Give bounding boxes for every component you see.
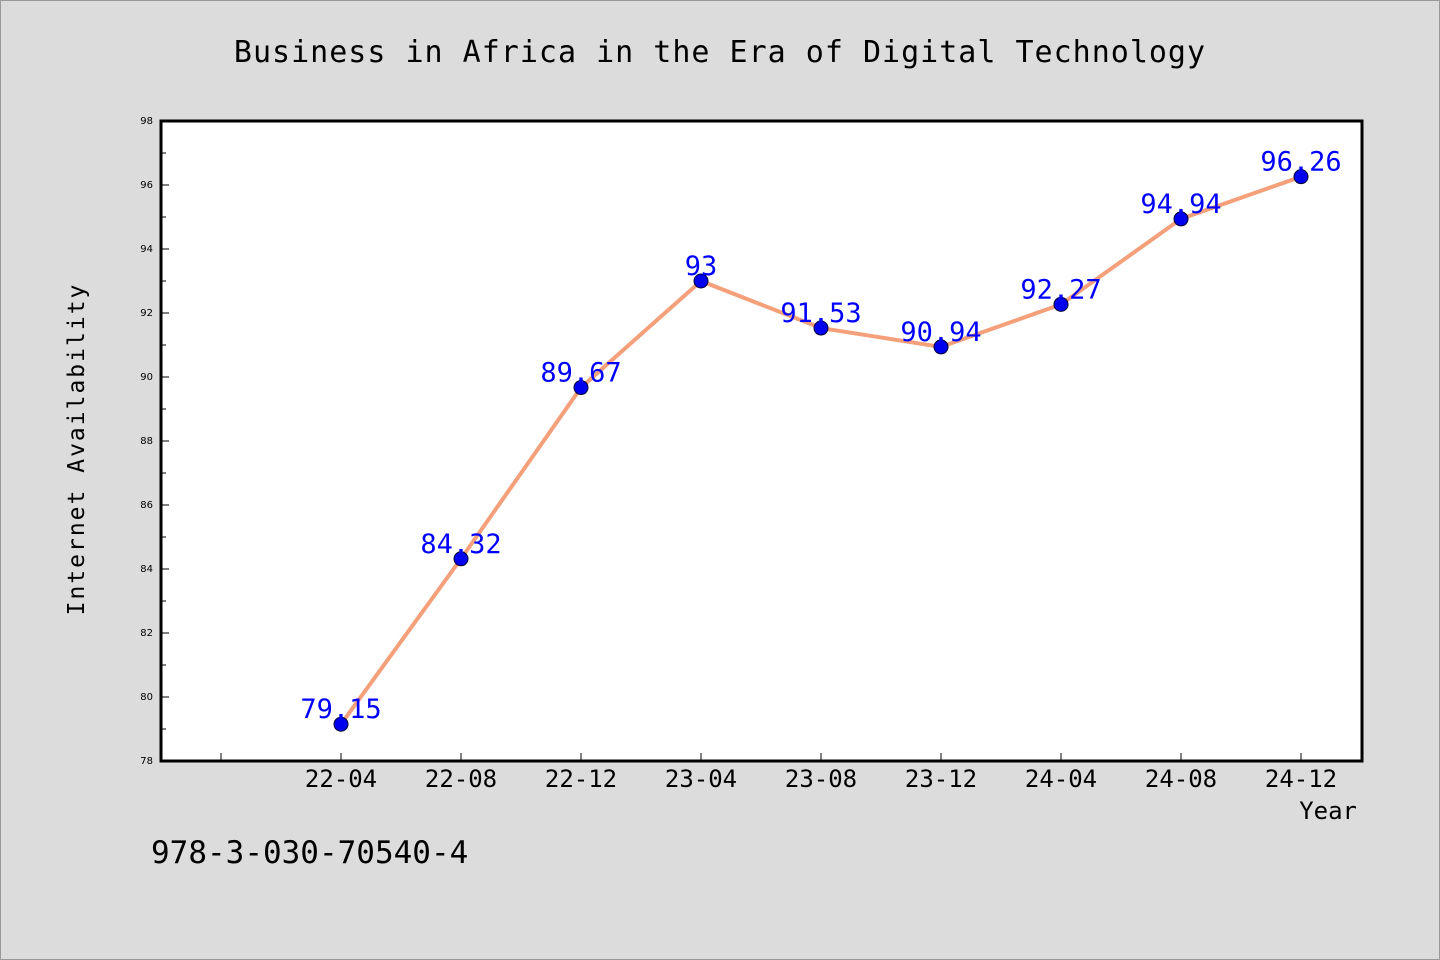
data-label: 89.67	[540, 358, 621, 389]
data-label: 79.15	[300, 694, 381, 725]
series-markers	[333, 169, 1309, 732]
y-tick-label: 78	[140, 756, 153, 767]
data-label: 84.32	[420, 529, 501, 560]
axis-ticks: 78 80 82 84 86 88 90 92 94 96 98 22-04 22-08 22-12 23-…	[140, 116, 1337, 793]
y-tick-label: 98	[140, 116, 153, 127]
x-tick-label: 24-08	[1145, 765, 1217, 793]
data-point	[453, 551, 469, 567]
data-label: 96.26	[1260, 147, 1341, 178]
data-point	[1053, 296, 1069, 312]
data-point	[693, 273, 709, 289]
y-tick-label: 86	[140, 500, 153, 511]
data-point	[333, 716, 349, 732]
footer-isbn: 978-3-030-70540-4	[151, 835, 469, 871]
data-label: 93	[685, 251, 718, 282]
x-tick-label: 24-12	[1265, 765, 1337, 793]
data-point	[813, 320, 829, 336]
data-label: 94.94	[1140, 189, 1221, 220]
x-tick-label: 22-12	[545, 765, 617, 793]
x-tick-label: 23-08	[785, 765, 857, 793]
x-tick-label: 22-08	[425, 765, 497, 793]
y-tick-label: 96	[140, 180, 153, 191]
y-tick-label: 90	[140, 372, 153, 383]
x-tick-label: 24-04	[1025, 765, 1097, 793]
data-point	[1173, 211, 1189, 227]
data-point	[1293, 169, 1309, 185]
y-tick-label: 88	[140, 436, 153, 447]
data-labels: 79.15 84.32 89.67 93 91.53 90.94 92.27 94.94 96.…	[300, 147, 1341, 726]
x-axis-label: Year	[1299, 797, 1357, 825]
x-tick-label: 23-04	[665, 765, 737, 793]
chart-title: Business in Africa in the Era of Digital…	[233, 35, 1207, 70]
data-point	[573, 380, 589, 396]
plot-area	[161, 121, 1362, 761]
y-tick-label: 84	[140, 564, 153, 575]
y-tick-label: 94	[140, 244, 153, 255]
x-tick-label: 22-04	[305, 765, 377, 793]
data-point	[933, 339, 949, 355]
y-tick-label: 92	[140, 308, 153, 319]
y-tick-label: 80	[140, 692, 153, 703]
data-label: 90.94	[900, 317, 981, 348]
y-tick-label: 82	[140, 628, 153, 639]
data-label: 92.27	[1020, 274, 1101, 305]
data-label: 91.53	[780, 298, 861, 329]
plot-frame	[159, 119, 1364, 763]
x-tick-label: 23-12	[905, 765, 977, 793]
